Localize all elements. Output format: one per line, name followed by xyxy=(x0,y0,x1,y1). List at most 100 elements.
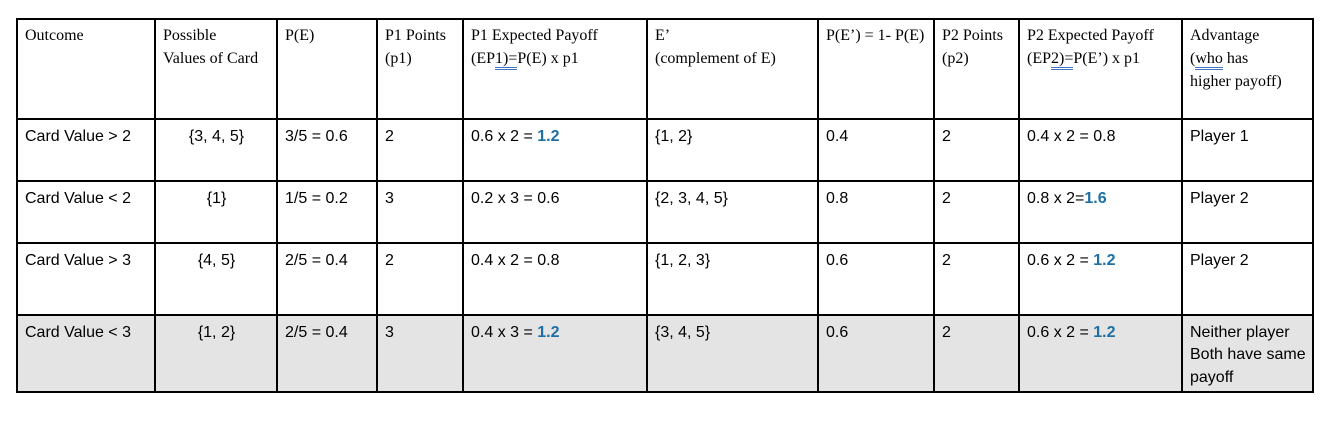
header-label: P(E) x p1 xyxy=(517,50,579,68)
cell-text: Card Value < 2 xyxy=(25,190,131,207)
header-label: Values of Card xyxy=(163,50,259,68)
cell-outcome: Card Value > 3 xyxy=(16,242,156,316)
expected-payoff-table: Outcome Possible Values of Card P(E) P1 P… xyxy=(16,18,1314,394)
cell-p1-expected-payoff: 0.6 x 2 = 1.2 xyxy=(462,118,648,182)
header-label: Advantage xyxy=(1190,27,1260,44)
highlighted-value: 1.2 xyxy=(537,128,560,145)
grammar-underlined-text: 2)= xyxy=(1051,50,1074,71)
cell-p2-expected-payoff: 0.8 x 2=1.6 xyxy=(1018,180,1183,244)
header-label: P1 Expected Payoff xyxy=(471,27,598,44)
cell-p2-expected-payoff: 0.6 x 2 = 1.2 xyxy=(1018,313,1183,394)
cell-text: Card Value > 3 xyxy=(25,252,131,269)
cell-outcome: Card Value > 2 xyxy=(16,118,156,182)
header-cell-p-of-e: P(E) xyxy=(276,18,378,120)
cell-p2-points: 2 xyxy=(933,180,1020,244)
grammar-underlined-text: who xyxy=(1195,50,1223,71)
highlighted-value: 1.2 xyxy=(537,324,560,341)
header-label: (p2) xyxy=(942,50,969,68)
cell-p1-expected-payoff: 0.4 x 2 = 0.8 xyxy=(462,242,648,316)
cell-p2-points: 2 xyxy=(933,118,1020,182)
cell-p-of-e-prime: 0.4 xyxy=(817,118,935,182)
table-row: Card Value < 2 {1} 1/5 = 0.2 3 0.2 x 3 =… xyxy=(16,180,1314,244)
header-label: higher payoff) xyxy=(1190,73,1282,91)
cell-text: 2 xyxy=(942,190,951,207)
header-cell-possible-values: Possible Values of Card xyxy=(154,18,278,120)
cell-outcome: Card Value < 2 xyxy=(16,180,156,244)
cell-text: 1/5 = 0.2 xyxy=(285,190,348,207)
cell-text: Card Value < 3 xyxy=(25,324,131,341)
cell-e-complement: {1, 2} xyxy=(646,118,819,182)
cell-text: 0.6 x 2 = xyxy=(471,128,538,145)
cell-text: 2 xyxy=(942,252,951,269)
cell-text: 0.4 x 2 = 0.8 xyxy=(471,252,560,269)
header-label: P(E’) x p1 xyxy=(1073,50,1141,68)
cell-text: 0.4 x 2 = 0.8 xyxy=(1027,128,1116,145)
cell-text: 0.6 xyxy=(826,324,849,341)
header-cell-p1-points: P1 Points (p1) xyxy=(376,18,464,120)
header-cell-outcome: Outcome xyxy=(16,18,156,120)
cell-e-complement: {2, 3, 4, 5} xyxy=(646,180,819,244)
cell-possible-values: {3, 4, 5} xyxy=(154,118,278,182)
header-label: (p1) xyxy=(385,50,412,68)
cell-advantage: Player 2 xyxy=(1181,242,1314,316)
cell-e-complement: {1, 2, 3} xyxy=(646,242,819,316)
cell-p2-points: 2 xyxy=(933,242,1020,316)
cell-p1-points: 3 xyxy=(376,180,464,244)
header-label: (EP xyxy=(471,50,495,68)
cell-possible-values: {1, 2} xyxy=(154,313,278,394)
cell-p2-expected-payoff: 0.6 x 2 = 1.2 xyxy=(1018,242,1183,316)
header-label: P(E’) = 1- P(E) xyxy=(826,27,925,44)
highlighted-value: 1.2 xyxy=(1093,324,1116,341)
cell-text: 0.2 x 3 = 0.6 xyxy=(471,190,560,207)
cell-advantage: Neither player Both have same payoff xyxy=(1181,313,1314,394)
cell-text: 2/5 = 0.4 xyxy=(285,252,348,269)
header-label: E’ xyxy=(655,27,671,44)
cell-text: 2 xyxy=(942,128,951,145)
cell-text: {1, 2} xyxy=(655,128,693,145)
cell-text: 3/5 = 0.6 xyxy=(285,128,348,145)
cell-p-of-e-prime: 0.8 xyxy=(817,180,935,244)
cell-text: 0.8 x 2= xyxy=(1027,190,1085,207)
cell-text: Neither player Both have same payoff xyxy=(1190,324,1306,386)
header-label: P2 Points xyxy=(942,27,1003,44)
cell-p-of-e-prime: 0.6 xyxy=(817,313,935,394)
highlighted-value: 1.6 xyxy=(1084,190,1107,207)
header-cell-advantage: Advantage (who has higher payoff) xyxy=(1181,18,1314,120)
cell-text: 0.4 xyxy=(826,128,849,145)
cell-e-complement: {3, 4, 5} xyxy=(646,313,819,394)
table-row: Card Value > 2 {3, 4, 5} 3/5 = 0.6 2 0.6… xyxy=(16,118,1314,182)
cell-text: {1, 2, 3} xyxy=(655,252,711,269)
header-cell-e-complement: E’ (complement of E) xyxy=(646,18,819,120)
table-header-row: Outcome Possible Values of Card P(E) P1 P… xyxy=(16,18,1314,120)
cell-text: {1} xyxy=(206,190,227,207)
table-row: Card Value > 3 {4, 5} 2/5 = 0.4 2 0.4 x … xyxy=(16,242,1314,316)
grammar-underlined-text: 1)= xyxy=(495,50,518,71)
header-label: Outcome xyxy=(25,27,84,44)
cell-p2-points: 2 xyxy=(933,313,1020,394)
table-row-shaded: Card Value < 3 {1, 2} 2/5 = 0.4 3 0.4 x … xyxy=(16,313,1314,394)
cell-text: 2/5 = 0.4 xyxy=(285,324,348,341)
cell-p1-expected-payoff: 0.2 x 3 = 0.6 xyxy=(462,180,648,244)
cell-p2-expected-payoff: 0.4 x 2 = 0.8 xyxy=(1018,118,1183,182)
cell-text: 2 xyxy=(385,128,394,145)
header-label: has xyxy=(1222,50,1249,68)
cell-p-of-e-prime: 0.6 xyxy=(817,242,935,316)
cell-possible-values: {4, 5} xyxy=(154,242,278,316)
header-label: Possible xyxy=(163,27,217,44)
cell-p-of-e: 2/5 = 0.4 xyxy=(276,242,378,316)
cell-text: 3 xyxy=(385,324,394,341)
cell-p1-points: 2 xyxy=(376,242,464,316)
cell-text: {2, 3, 4, 5} xyxy=(655,190,728,207)
cell-text: Player 2 xyxy=(1190,252,1249,269)
header-cell-p-of-e-prime: P(E’) = 1- P(E) xyxy=(817,18,935,120)
cell-p-of-e: 3/5 = 0.6 xyxy=(276,118,378,182)
cell-text: 0.6 x 2 = xyxy=(1027,324,1094,341)
cell-text: Player 1 xyxy=(1190,128,1249,145)
header-label: (EP xyxy=(1027,50,1051,68)
header-label: P2 Expected Payoff xyxy=(1027,27,1154,44)
cell-p1-points: 3 xyxy=(376,313,464,394)
cell-text: {4, 5} xyxy=(197,252,236,269)
cell-text: Card Value > 2 xyxy=(25,128,131,145)
cell-outcome: Card Value < 3 xyxy=(16,313,156,394)
